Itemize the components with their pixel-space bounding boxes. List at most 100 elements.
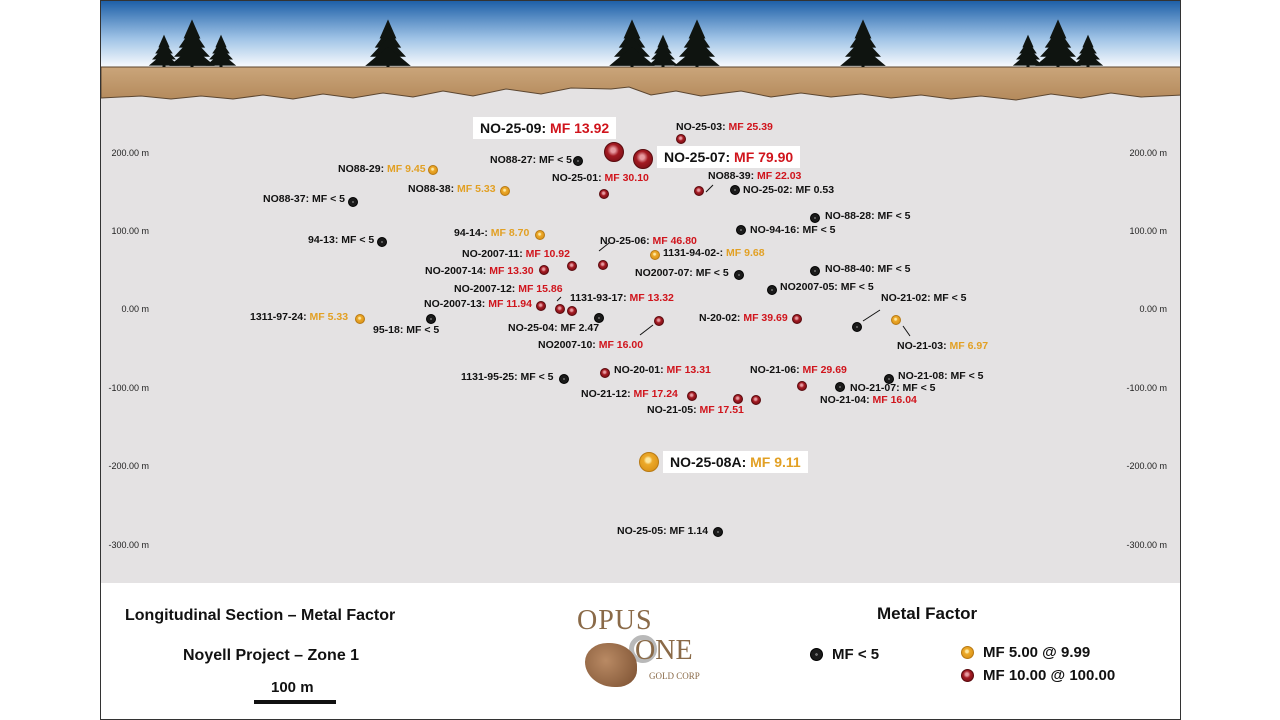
elevation-label-right: 0.00 m [1139, 304, 1167, 314]
metal-factor-value: MF < 5 [840, 281, 874, 293]
legend-label: MF 10.00 @ 100.00 [983, 667, 1116, 684]
tree-icon [205, 34, 237, 67]
hole-id: 1131-95-25: [461, 371, 521, 383]
drillhole-label: NO-20-01: MF 13.31 [614, 364, 711, 376]
drillhole-marker [567, 306, 577, 316]
hole-id: NO-25-01: [552, 172, 605, 184]
metal-factor-value: MF 2.47 [560, 322, 600, 334]
hole-id: 1131-93-17: [570, 292, 630, 304]
metal-factor-value: MF 30.10 [604, 172, 649, 184]
elevation-label-right: -200.00 m [1126, 461, 1167, 471]
metal-factor-value: MF < 5 [520, 371, 554, 383]
tree-icon [1035, 19, 1081, 67]
drillhole-marker [884, 374, 894, 384]
drillhole-marker [428, 165, 438, 175]
hole-id: NO-88-40: [825, 263, 878, 275]
hole-id: NO-21-04: [820, 394, 873, 406]
metal-factor-value: MF < 5 [902, 382, 936, 394]
drillhole-marker [536, 301, 546, 311]
drillhole-marker [687, 391, 697, 401]
legend-title: Metal Factor [877, 604, 978, 623]
drillhole-label: NO-25-08A: MF 9.11 [663, 451, 808, 473]
drillhole-label: 1131-93-17: MF 13.32 [570, 292, 674, 304]
metal-factor-value: MF 1.14 [669, 525, 709, 537]
hole-id: 94-14-: [454, 227, 491, 239]
hole-id: NO-21-03: [897, 340, 950, 352]
drillhole-label: 94-13: MF < 5 [308, 234, 374, 246]
drillhole-marker [639, 452, 659, 472]
metal-factor-value: MF 15.86 [518, 283, 563, 295]
metal-factor-value: MF 22.03 [757, 170, 802, 182]
drillhole-label: NO-25-03: MF 25.39 [676, 121, 773, 133]
drillhole-label: NO-2007-13: MF 11.94 [424, 298, 532, 310]
hole-id: NO-21-02: [881, 292, 934, 304]
metal-factor-value: MF < 5 [406, 324, 440, 336]
drillhole-marker [852, 322, 862, 332]
drillhole-marker [835, 382, 845, 392]
footer-panel: Longitudinal Section – Metal Factor Noye… [100, 583, 1181, 720]
hole-id: NO88-37: [263, 193, 313, 205]
drillhole-marker [797, 381, 807, 391]
drillhole-label: NO-21-03: MF 6.97 [897, 340, 988, 352]
elevation-label-right: -100.00 m [1126, 383, 1167, 393]
tree-icon [1072, 34, 1104, 67]
drillhole-marker [604, 142, 624, 162]
metal-factor-value: MF 13.32 [629, 292, 674, 304]
logo-ring-icon [629, 635, 657, 663]
hole-id: 95-18: [373, 324, 407, 336]
drillhole-marker [810, 266, 820, 276]
metal-factor-value: MF < 5 [539, 154, 572, 166]
project-name: Noyell Project – Zone 1 [183, 647, 360, 664]
company-logo: OPUS ONE GOLD CORP [575, 605, 715, 695]
metal-factor-value: MF 29.69 [802, 364, 847, 376]
hole-id: NO-21-07: [850, 382, 903, 394]
drillhole-label: NO88-37: MF < 5 [263, 193, 345, 205]
drillhole-label: 1131-94-02-: MF 9.68 [663, 247, 765, 259]
hole-id: NO-25-08A: [670, 454, 751, 470]
metal-factor-value: MF 8.70 [490, 227, 530, 239]
drillhole-label: NO88-38: MF 5.33 [408, 183, 496, 195]
hole-id: NO88-27: [490, 154, 540, 166]
drillhole-marker [377, 237, 387, 247]
metal-factor-value: MF 17.51 [699, 404, 744, 416]
hole-id: NO-21-06: [750, 364, 803, 376]
drillhole-marker [736, 225, 746, 235]
legend-label: MF < 5 [832, 646, 880, 663]
tree-icon [647, 34, 679, 67]
drillhole-label: NO-21-05: MF 17.51 [647, 404, 744, 416]
leader-line [862, 309, 881, 322]
metal-factor-value: MF 13.31 [666, 364, 711, 376]
metal-factor-value: MF 0.53 [795, 184, 835, 196]
elevation-label-right: 200.00 m [1129, 148, 1167, 158]
hole-id: N-20-02: [699, 312, 744, 324]
metal-factor-value: MF 13.30 [489, 265, 534, 277]
leader-line [639, 324, 654, 336]
metal-factor-value: MF < 5 [950, 370, 984, 382]
drillhole-marker [810, 213, 820, 223]
tree-icon [609, 19, 655, 67]
hole-id: NO-2007-12: [454, 283, 519, 295]
tree-icon [365, 19, 411, 67]
hole-id: 1311-97-24: [250, 311, 310, 323]
elevation-label-left: -100.00 m [108, 383, 149, 393]
drillhole-label: 95-18: MF < 5 [373, 324, 439, 336]
drillhole-label: 94-14-: MF 8.70 [454, 227, 529, 239]
metal-factor-value: MF < 5 [933, 292, 967, 304]
drillhole-label: NO88-29: MF 9.45 [338, 163, 426, 175]
drillhole-marker [600, 368, 610, 378]
drillhole-label: NO-21-08: MF < 5 [898, 370, 983, 382]
drillhole-marker [426, 314, 436, 324]
metal-factor-value: MF 9.11 [750, 454, 801, 470]
drillhole-label: NO-2007-14: MF 13.30 [425, 265, 534, 277]
drillhole-marker [500, 186, 510, 196]
drillhole-label: NO-25-09: MF 13.92 [473, 117, 617, 139]
metal-factor-value: MF 9.45 [387, 163, 426, 175]
drillhole-marker [573, 156, 583, 166]
scale-bar [254, 700, 336, 704]
tree-icon [674, 19, 720, 67]
drillhole-marker [598, 260, 608, 270]
elevation-label-right: 100.00 m [1129, 226, 1167, 236]
tree-icon [1012, 34, 1044, 67]
metal-factor-value: MF < 5 [312, 193, 345, 205]
drillhole-marker [567, 261, 577, 271]
